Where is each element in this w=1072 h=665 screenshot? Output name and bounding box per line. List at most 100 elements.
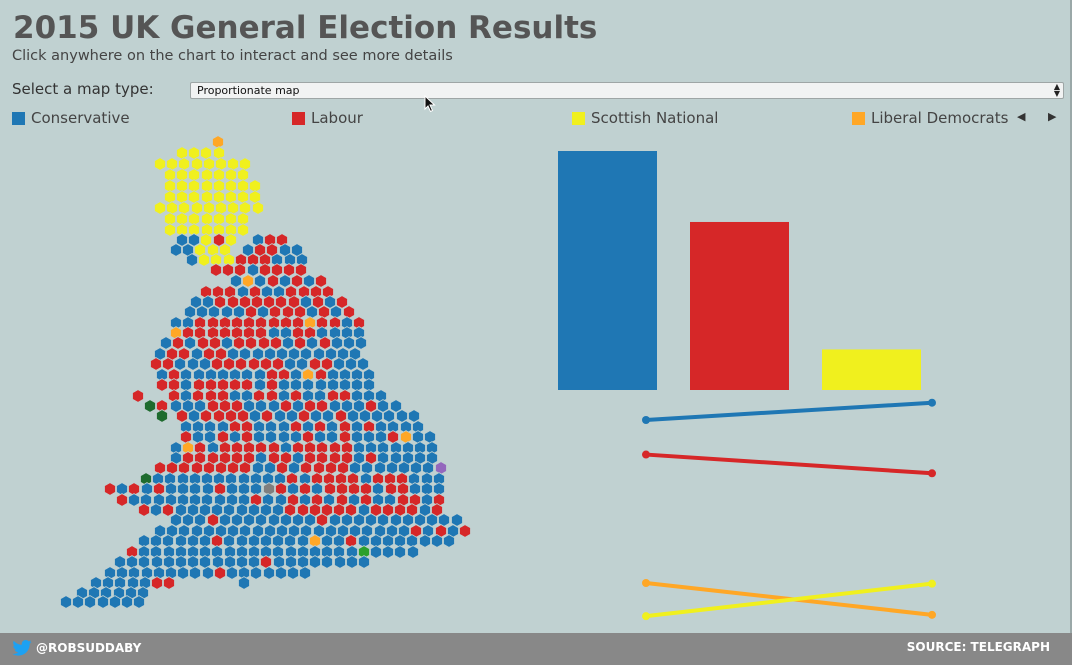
constituency-hex[interactable]	[160, 336, 172, 350]
constituency-hex[interactable]	[236, 555, 248, 569]
constituency-hex[interactable]	[287, 566, 299, 580]
constituency-hex[interactable]	[156, 378, 168, 392]
constituency-hex[interactable]	[304, 513, 316, 527]
constituency-hex[interactable]	[284, 534, 296, 548]
constituency-hex[interactable]	[243, 399, 255, 413]
constituency-hex[interactable]	[268, 513, 280, 527]
constituency-hex[interactable]	[279, 274, 291, 288]
slope-point-liberal-democrats-2015[interactable]	[928, 610, 936, 619]
constituency-hex[interactable]	[343, 305, 355, 319]
bar-labour[interactable]	[690, 221, 789, 390]
constituency-hex[interactable]	[280, 513, 292, 527]
constituency-hex[interactable]	[294, 336, 306, 350]
seat-bar-chart[interactable]	[558, 151, 921, 390]
constituency-hex[interactable]	[166, 461, 178, 475]
constituency-hex[interactable]	[187, 357, 199, 371]
constituency-hex[interactable]	[260, 555, 272, 569]
constituency-hex[interactable]	[424, 430, 436, 444]
constituency-hex[interactable]	[284, 357, 296, 371]
slope-point-scottish-national-2015[interactable]	[928, 579, 936, 588]
constituency-hex[interactable]	[255, 513, 267, 527]
constituency-hex[interactable]	[390, 399, 402, 413]
constituency-hex[interactable]	[213, 409, 225, 423]
constituency-hex[interactable]	[276, 461, 288, 475]
constituency-hex[interactable]	[282, 336, 294, 350]
constituency-hex[interactable]	[166, 201, 178, 215]
constituency-hex[interactable]	[154, 157, 166, 171]
constituency-hex[interactable]	[233, 336, 245, 350]
constituency-hex[interactable]	[193, 378, 205, 392]
constituency-hex[interactable]	[339, 430, 351, 444]
constituency-hex[interactable]	[138, 555, 150, 569]
constituency-hex[interactable]	[223, 534, 235, 548]
legend-next-icon[interactable]: ▶	[1048, 110, 1057, 123]
constituency-hex[interactable]	[249, 190, 261, 204]
constituency-hex[interactable]	[177, 566, 189, 580]
constituency-hex[interactable]	[121, 595, 133, 609]
slope-point-conservative-2010[interactable]	[642, 416, 650, 424]
constituency-hex[interactable]	[151, 555, 163, 569]
constituency-hex[interactable]	[309, 357, 321, 371]
constituency-hex[interactable]	[170, 243, 182, 257]
constituency-hex[interactable]	[187, 555, 199, 569]
constituency-hex[interactable]	[239, 295, 251, 309]
map-type-select[interactable]: Proportionate map ▲ ▼	[190, 82, 1064, 99]
slope-point-labour-2015[interactable]	[928, 469, 936, 478]
constituency-hex[interactable]	[386, 461, 398, 475]
constituency-hex[interactable]	[197, 336, 209, 350]
constituency-hex[interactable]	[211, 357, 223, 371]
constituency-hex[interactable]	[414, 513, 426, 527]
constituency-hex[interactable]	[175, 555, 187, 569]
constituency-hex[interactable]	[253, 430, 265, 444]
constituency-hex[interactable]	[198, 253, 210, 267]
constituency-hex[interactable]	[248, 555, 260, 569]
constituency-hex[interactable]	[294, 305, 306, 319]
constituency-hex[interactable]	[199, 357, 211, 371]
constituency-hex[interactable]	[319, 336, 331, 350]
constituency-hex[interactable]	[214, 295, 226, 309]
constituency-hex[interactable]	[295, 263, 307, 277]
constituency-hex[interactable]	[196, 305, 208, 319]
constituency-hex[interactable]	[203, 201, 215, 215]
constituency-hex[interactable]	[282, 305, 294, 319]
constituency-hex[interactable]	[208, 305, 220, 319]
constituency-hex[interactable]	[398, 461, 410, 475]
constituency-hex[interactable]	[302, 430, 314, 444]
constituency-hex[interactable]	[227, 201, 239, 215]
constituency-hex[interactable]	[189, 566, 201, 580]
constituency-hex[interactable]	[186, 253, 198, 267]
constituency-hex[interactable]	[258, 336, 270, 350]
constituency-hex[interactable]	[270, 336, 282, 350]
constituency-hex[interactable]	[259, 263, 271, 277]
constituency-hex[interactable]	[154, 201, 166, 215]
constituency-hex[interactable]	[172, 336, 184, 350]
constituency-hex[interactable]	[321, 357, 333, 371]
constituency-hex[interactable]	[215, 157, 227, 171]
constituency-hex[interactable]	[191, 461, 203, 475]
constituency-hex[interactable]	[237, 190, 249, 204]
constituency-hex[interactable]	[116, 493, 128, 507]
constituency-hex[interactable]	[312, 295, 324, 309]
constituency-hex[interactable]	[176, 190, 188, 204]
constituency-hex[interactable]	[212, 135, 224, 149]
constituency-hex[interactable]	[288, 461, 300, 475]
legend-prev-icon[interactable]: ◀	[1017, 110, 1026, 123]
constituency-hex[interactable]	[272, 357, 284, 371]
constituency-hex[interactable]	[174, 357, 186, 371]
constituency-hex[interactable]	[315, 274, 327, 288]
constituency-hex[interactable]	[349, 461, 361, 475]
constituency-hex[interactable]	[309, 555, 321, 569]
constituency-hex[interactable]	[419, 534, 431, 548]
constituency-hex[interactable]	[234, 263, 246, 277]
constituency-hex[interactable]	[202, 482, 214, 496]
constituency-hex[interactable]	[214, 566, 226, 580]
constituency-hex[interactable]	[180, 430, 192, 444]
constituency-hex[interactable]	[178, 201, 190, 215]
constituency-hex[interactable]	[243, 513, 255, 527]
constituency-hex[interactable]	[182, 399, 194, 413]
bar-scottish-national[interactable]	[822, 349, 921, 390]
constituency-hex[interactable]	[269, 305, 281, 319]
constituency-hex[interactable]	[291, 274, 303, 288]
twitter-icon[interactable]	[12, 640, 32, 656]
legend-item-liberal-democrats[interactable]: Liberal Democrats	[852, 109, 1008, 127]
